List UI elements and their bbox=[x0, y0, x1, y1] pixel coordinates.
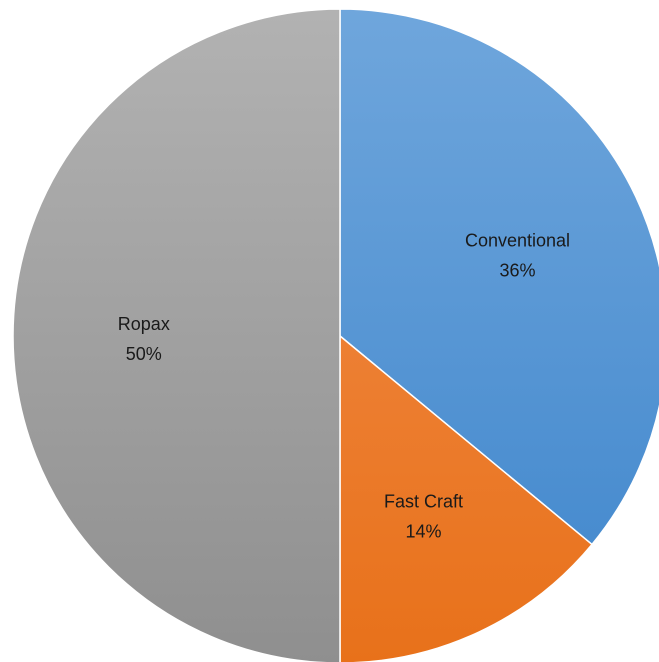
pie-slices bbox=[12, 8, 659, 662]
slice-label-fast-craft: Fast Craft bbox=[384, 492, 463, 512]
pie-slice-ropax bbox=[12, 8, 341, 662]
pie-data-labels: Conventional 36% Fast Craft 14% Ropax 50% bbox=[118, 230, 570, 541]
slice-label-conventional: Conventional bbox=[465, 230, 570, 250]
pie-slice-conventional bbox=[339, 8, 659, 546]
slice-label-ropax: Ropax bbox=[118, 314, 170, 334]
slice-percent-fast-craft: 14% bbox=[406, 522, 442, 542]
slice-percent-conventional: 36% bbox=[500, 260, 536, 280]
slice-percent-ropax: 50% bbox=[126, 344, 162, 364]
